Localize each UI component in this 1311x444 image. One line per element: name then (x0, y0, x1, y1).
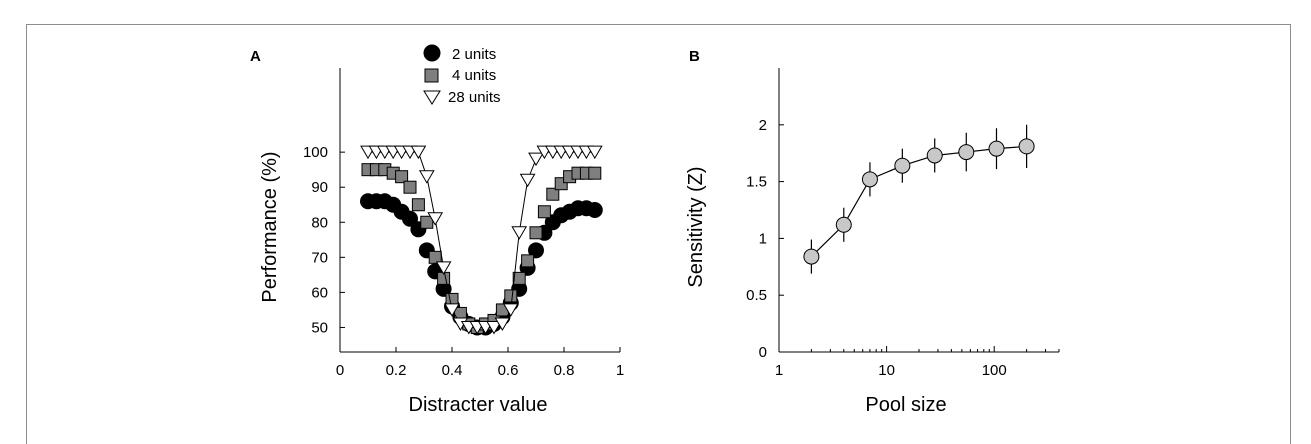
data-point-28-units (427, 212, 444, 226)
data-point-2-units (528, 242, 544, 259)
panel-a-y-tick-label: 60 (311, 284, 328, 301)
data-point-4-units (428, 250, 442, 264)
data-point-sensitivity (803, 248, 820, 265)
panel-b-y-tick-label: 1.5 (746, 174, 767, 191)
panel-a-x-tick-label: 0 (336, 362, 344, 379)
data-point-28-units (502, 303, 519, 317)
panel-a-x-tick-label: 0.8 (554, 362, 575, 379)
data-point-2-units (586, 202, 603, 218)
data-point-4-units (512, 271, 526, 285)
data-point-sensitivity (835, 216, 852, 233)
data-point-28-units (511, 226, 528, 240)
data-point-28-units (586, 145, 603, 160)
figure-frame (26, 24, 1291, 444)
panel-a-marks (360, 145, 603, 336)
panel-b-y-tick-label: 1 (759, 230, 767, 247)
panel-b-y-tick-label: 2 (759, 117, 767, 134)
data-point-4-units (411, 198, 425, 212)
data-point-4-units (420, 215, 434, 229)
panel-a: A 2 units 4 units 28 units Performance (… (250, 44, 624, 416)
data-point-4-units (395, 170, 409, 184)
legend-marker-28-units (423, 90, 441, 105)
data-point-sensitivity (926, 147, 943, 164)
panel-a-x-tick-label: 0.4 (442, 362, 463, 379)
data-point-sensitivity (988, 140, 1005, 157)
panel-a-x-tick-label: 0.2 (386, 362, 407, 379)
data-point-28-units (418, 170, 435, 184)
panel-b-axes: 1 10 100 0 0.5 1 1.5 2 (746, 68, 1060, 379)
data-point-28-units (494, 317, 511, 331)
panel-b-label: B (689, 48, 700, 65)
series-line-28-units (368, 151, 595, 328)
panel-a-x-axis-title: Distracter value (409, 394, 548, 416)
legend-marker-4-units (424, 68, 439, 83)
data-point-sensitivity (894, 157, 911, 174)
panel-b-x-tick-label: 100 (982, 362, 1007, 379)
data-point-2-units (402, 210, 418, 227)
data-point-4-units (403, 180, 417, 194)
panel-a-x-tick-label: 1 (616, 362, 624, 379)
panel-b-x-tick-label: 1 (775, 362, 783, 379)
legend-label-4-units: 4 units (452, 67, 496, 84)
panel-a-y-tick-label: 80 (311, 214, 328, 231)
panel-b-x-axis-title: Pool size (865, 394, 946, 416)
figure-canvas: A 2 units 4 units 28 units Performance (… (250, 44, 1060, 416)
panel-a-label: A (250, 48, 261, 65)
data-point-4-units (546, 187, 560, 201)
panel-b-y-tick-label: 0.5 (746, 287, 767, 304)
panel-a-y-tick-label: 70 (311, 249, 328, 266)
panel-b-x-tick-label: 10 (878, 362, 895, 379)
data-point-28-units (435, 261, 452, 275)
panel-a-legend: 2 units 4 units 28 units (423, 44, 501, 106)
data-point-4-units (537, 205, 551, 219)
data-point-4-units (504, 289, 518, 303)
data-point-4-units (588, 166, 602, 180)
panel-b-marks (803, 124, 1035, 274)
data-point-28-units (519, 173, 536, 188)
data-point-28-units (410, 145, 427, 160)
panel-a-y-tick-label: 100 (303, 144, 328, 161)
panel-b-y-tick-label: 0 (759, 344, 767, 361)
data-point-28-units (444, 303, 460, 317)
data-point-sensitivity (1018, 138, 1035, 155)
data-point-4-units (521, 254, 535, 268)
data-point-4-units (529, 226, 543, 240)
panel-a-y-tick-label: 50 (311, 319, 328, 336)
data-point-28-units (486, 320, 502, 335)
legend-label-2-units: 2 units (452, 46, 496, 63)
data-point-sensitivity (958, 144, 975, 161)
panel-a-x-tick-label: 0.6 (498, 362, 519, 379)
legend-label-28-units: 28 units (448, 89, 501, 106)
panel-a-y-axis-title: Performance (%) (259, 151, 281, 302)
panel-a-axes: 0 0.2 0.4 0.6 0.8 1 50 60 70 80 90 100 (303, 68, 624, 379)
legend-marker-2-units (423, 44, 441, 62)
data-point-sensitivity (861, 171, 878, 188)
data-point-28-units (528, 152, 544, 167)
panel-b-y-axis-title: Sensitivity (Z) (685, 166, 707, 287)
panel-a-y-tick-label: 90 (311, 179, 328, 196)
panel-b: B Sensitivity (Z) Pool size 1 10 10000.511… (685, 48, 1060, 416)
